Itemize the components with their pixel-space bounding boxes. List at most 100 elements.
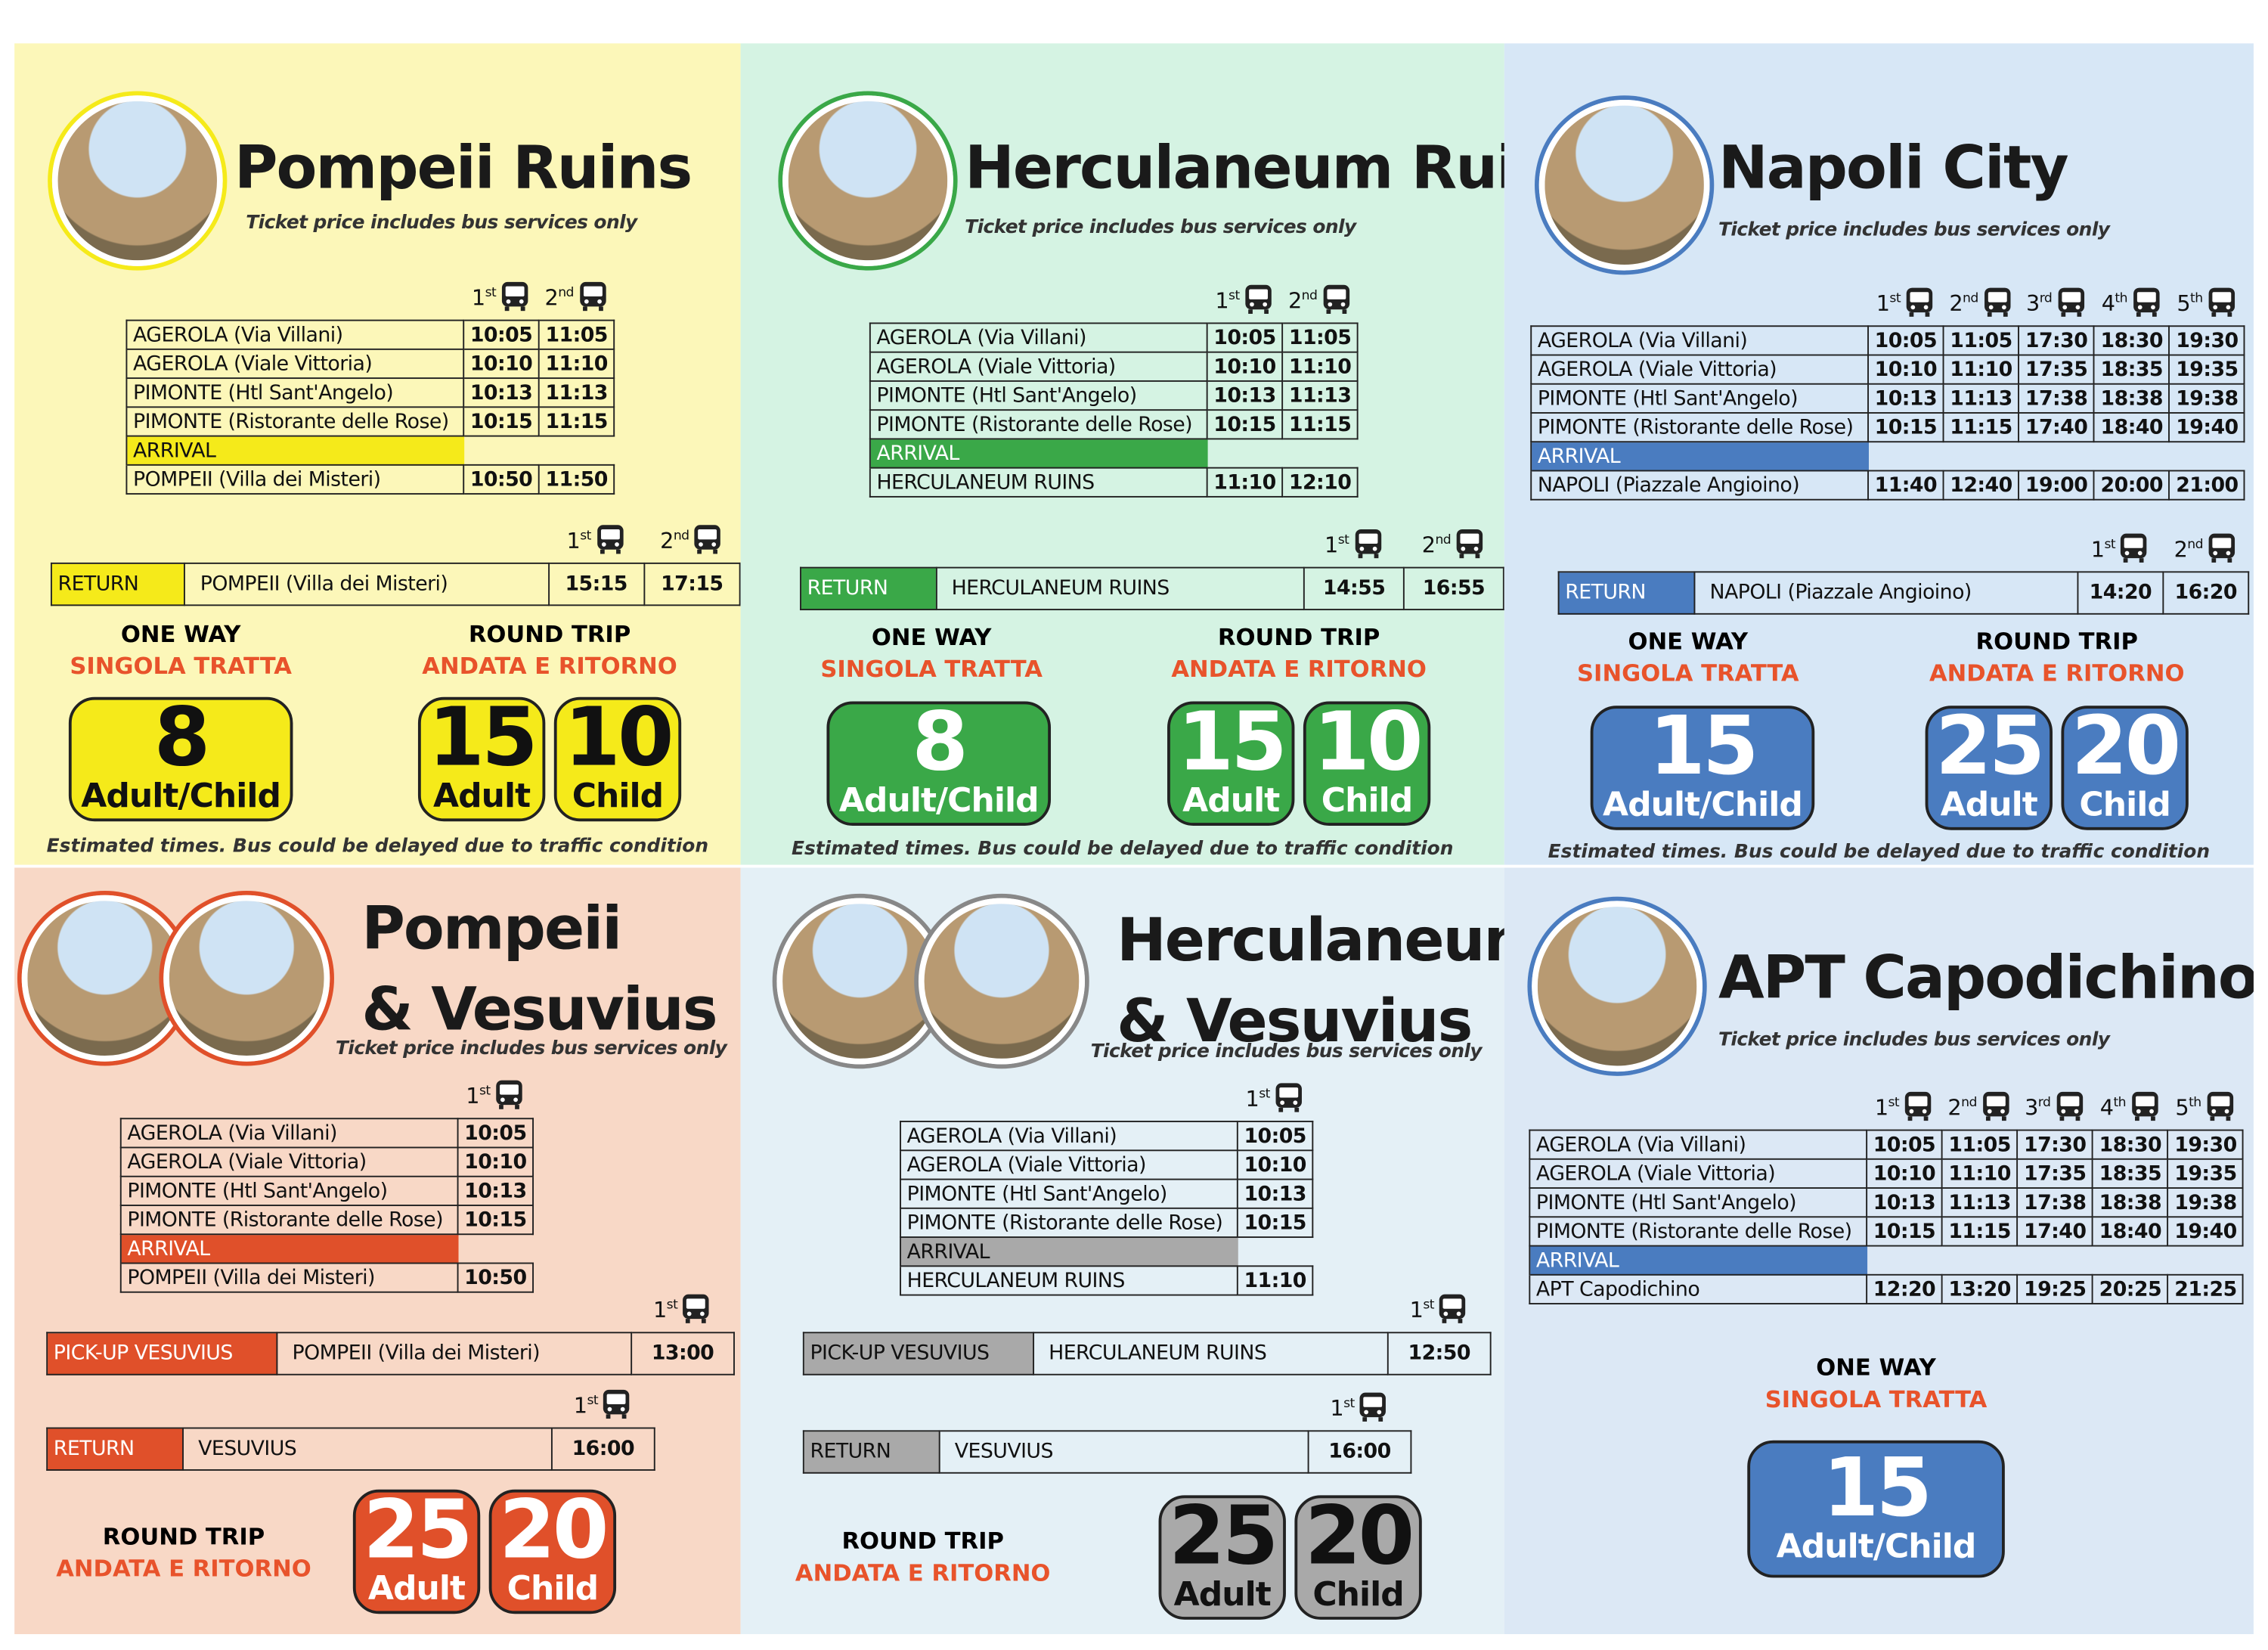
schedule-row: PIMONTE (Ristorante delle Rose) 10:15: [119, 1205, 534, 1236]
bus-header: 1st: [548, 520, 644, 563]
spacer: [185, 520, 549, 563]
time-cell: 17:15: [643, 562, 741, 606]
time-cell: 11:15: [1941, 1216, 2019, 1247]
bus-number: 1: [2090, 536, 2105, 563]
bus-header: 2nd: [1944, 284, 2019, 326]
price-badge: 25 Adult: [1158, 1489, 1286, 1620]
route-subtitle: Ticket price includes bus services only: [246, 212, 637, 234]
schedule-row: AGEROLA (Viale Vittoria) 10:10 11:10: [125, 348, 615, 380]
fare-title: ROUND TRIP: [1217, 623, 1380, 651]
bus-header: 5th: [2168, 1087, 2244, 1130]
price-amount: 15: [428, 691, 538, 786]
stop-cell: AGEROLA (Viale Vittoria): [119, 1146, 459, 1177]
bus-row: 1st 2nd: [870, 281, 1358, 323]
bus-header: 3rd: [2019, 284, 2094, 326]
fare-heading: ROUND TRIP ANDATA E RITORNO: [1171, 622, 1427, 685]
time-cell: 15:15: [547, 562, 645, 606]
time-cell: 10:15: [1867, 412, 1944, 443]
schedule-row: PIMONTE (Htl Sant'Angelo) 10:13 11:13: [869, 380, 1359, 411]
time-cell: 18:38: [2093, 383, 2170, 414]
stop-cell: HERCULANEUM RUINS: [869, 467, 1208, 498]
time-cell: 17:30: [2018, 325, 2095, 356]
bus-header: 2nd: [1942, 1087, 2018, 1130]
time-cell: 16:00: [1307, 1430, 1412, 1474]
time-cell: 11:05: [1281, 322, 1359, 353]
spacer: [47, 1385, 183, 1428]
price-badge: 20 Child: [488, 1489, 617, 1614]
transfer-table: 1st 2nd RETURN NAPOLI (Piazzale Angioino) 14…: [1557, 529, 2250, 615]
time-cell: 10:50: [463, 464, 540, 495]
price-badge: 15 Adult: [1167, 701, 1295, 826]
schedule-table: 1st 2nd AGEROLA (Via Villani) 10:05 11:05 AGE…: [869, 281, 1359, 498]
arrival-row: ARRIVAL: [869, 439, 1358, 468]
stop-cell: AGEROLA (Via Villani): [125, 319, 465, 350]
stop-cell: NAPOLI (Piazzale Angioino): [1530, 470, 1869, 501]
fare-heading: ROUND TRIP ANDATA E RITORNO: [56, 1521, 311, 1585]
time-cell: 17:30: [2016, 1129, 2093, 1160]
spacer: [1529, 1087, 1867, 1130]
bus-icon: [2057, 287, 2084, 317]
bus-header: 1st: [552, 1385, 655, 1428]
price-label: Child: [507, 1570, 599, 1608]
spacer: [1033, 1290, 1388, 1332]
price-amount: 20: [1304, 1489, 1414, 1584]
bus-number: 1: [471, 284, 485, 312]
time-cell: 18:35: [2092, 1158, 2169, 1189]
time-cell: 10:13: [1236, 1178, 1314, 1209]
time-cell: 10:13: [463, 377, 540, 408]
price-amount: 15: [1649, 699, 1758, 794]
time-cell: 19:25: [2016, 1273, 2093, 1304]
spacer: [1531, 284, 1868, 326]
time-cell: 16:00: [550, 1427, 655, 1471]
bus-suffix: th: [2115, 292, 2127, 307]
spacer: [183, 1385, 552, 1428]
price-label: Adult/Child: [81, 777, 281, 816]
price-label: Adult: [1182, 782, 1280, 820]
price-amount: 25: [1169, 1489, 1278, 1584]
bus-icon: [1245, 284, 1272, 314]
bus-suffix: st: [580, 529, 591, 544]
bus-header: 2nd: [2163, 529, 2248, 572]
spacer: [47, 1290, 277, 1332]
stop-cell: PIMONTE (Ristorante delle Rose): [119, 1205, 459, 1236]
time-cell: 10:10: [1867, 354, 1944, 385]
time-cell: 21:00: [2168, 470, 2246, 501]
stop-cell: PIMONTE (Ristorante delle Rose): [1529, 1216, 1868, 1247]
bus-icon: [1439, 1294, 1467, 1323]
stop-cell: AGEROLA (Viale Vittoria): [1530, 354, 1869, 385]
time-cell: 17:40: [2016, 1216, 2093, 1247]
spacer: [277, 1290, 631, 1332]
time-cell: 10:10: [457, 1146, 534, 1177]
route-title: Herculaneum Ruins: [965, 127, 1504, 208]
transfer-table: 1st 2nd RETURN POMPEII (Villa dei Misteri) 1…: [50, 520, 741, 606]
price-badge: 10 Child: [1303, 701, 1431, 826]
bus-suffix: nd: [1435, 533, 1452, 548]
transfer-place: NAPOLI (Piazzale Angioino): [1693, 571, 2079, 615]
bus-header: 4th: [2093, 1087, 2168, 1130]
time-cell: 10:13: [1867, 383, 1944, 414]
schedule-table: 1st 2nd 3rd 4th 5th AGEROLA (Via Villani) 10:0…: [1529, 1087, 2245, 1304]
stop-cell: PIMONTE (Htl Sant'Angelo): [119, 1175, 459, 1206]
bus-icon: [2207, 1091, 2233, 1121]
fare-title: ONE WAY: [871, 623, 992, 651]
schedule-row: APT Capodichino 12:20 13:20 19:25 20:25 21:25: [1529, 1273, 2245, 1304]
time-cell: 10:15: [1206, 409, 1284, 440]
route-title: Pompeii & Vesuvius: [361, 888, 717, 1050]
spacer: [121, 1076, 458, 1118]
time-cell: 12:20: [1866, 1273, 1943, 1304]
transfer-place: POMPEII (Villa dei Misteri): [184, 562, 550, 606]
fare-subtitle: ANDATA E RITORNO: [56, 1554, 311, 1583]
stop-cell: PIMONTE (Ristorante delle Rose): [125, 406, 465, 437]
schedule-row: PIMONTE (Ristorante delle Rose) 10:15 11:1…: [125, 406, 615, 437]
stop-cell: PIMONTE (Htl Sant'Angelo): [900, 1178, 1238, 1209]
bus-number: 1: [1409, 1297, 1424, 1323]
route-panel: Napoli City Ticket price includes bus ser…: [1504, 43, 2254, 865]
bus-icon: [1906, 287, 1933, 317]
price-label: Adult/Child: [838, 782, 1040, 820]
bus-icon: [496, 1080, 522, 1109]
time-cell: 11:15: [1281, 409, 1359, 440]
price-amount: 20: [2071, 699, 2181, 794]
schedule-row: HERCULANEUM RUINS 11:10: [900, 1265, 1314, 1296]
spacer: [804, 1388, 940, 1431]
time-cell: 19:35: [2167, 1158, 2245, 1189]
